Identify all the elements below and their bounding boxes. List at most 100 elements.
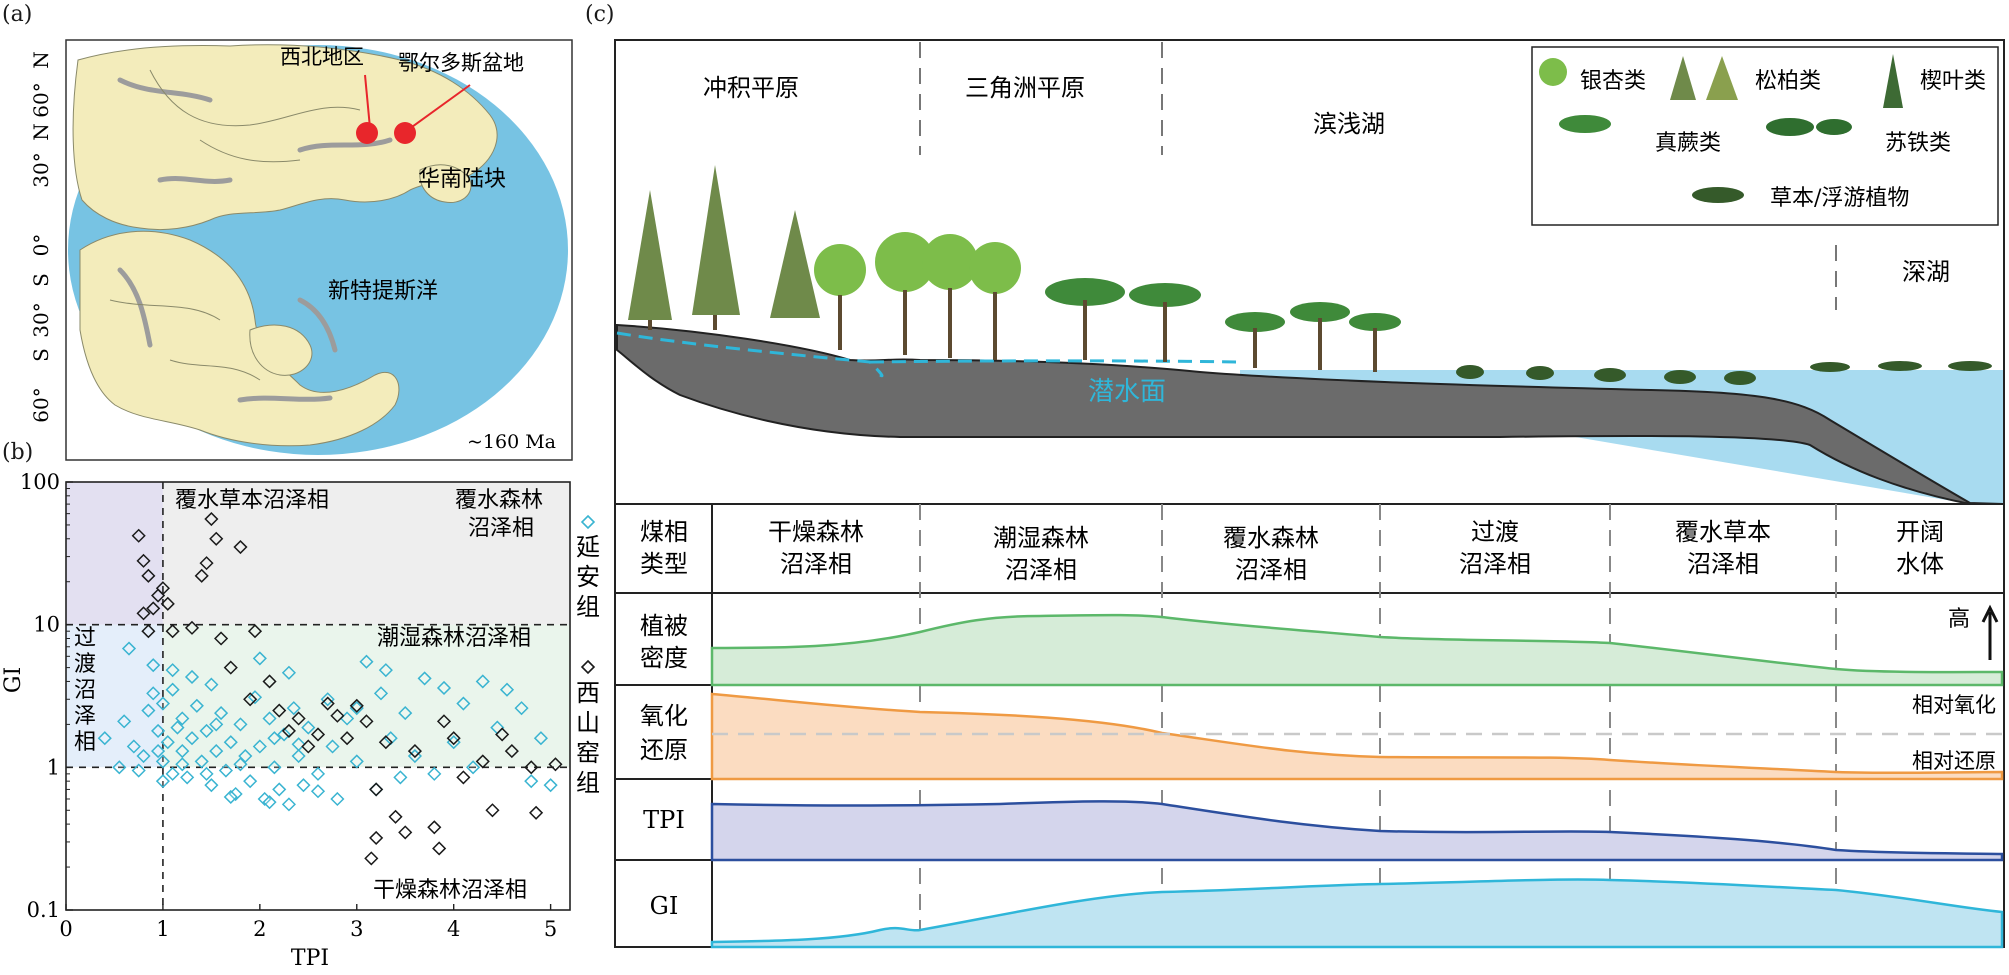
point-yanan (189, 698, 204, 713)
point-yanan (175, 757, 190, 772)
gi-curve (710, 878, 2004, 949)
y-axis-label: GI (1, 667, 26, 693)
row-header: 类型 (640, 550, 688, 578)
mountain-belts (117, 77, 393, 403)
point-xishanyao (320, 696, 335, 711)
row-header: 还原 (640, 736, 688, 764)
point-yanan (223, 789, 238, 805)
point-xishanyao (184, 620, 200, 635)
point-xishanyao (209, 531, 224, 546)
legend-marker-xishanyao (580, 659, 596, 675)
plant-legend-icons (1539, 54, 1903, 203)
point-yanan (475, 674, 490, 689)
point-yanan (359, 654, 374, 669)
panel-c-label: (c) (585, 2, 615, 27)
point-yanan (533, 731, 548, 746)
region-label-top-right: 沼泽相 (468, 516, 534, 541)
row-header: TPI (643, 806, 685, 834)
panel-a-label: (a) (2, 2, 33, 27)
ginkgo-icon (1539, 58, 1567, 86)
herb-icon (1692, 187, 1744, 203)
point-yanan (136, 748, 151, 764)
region-transitional (66, 624, 163, 768)
facies-names: 干燥森林 沼泽相 潮湿森林 沼泽相 覆水森林 沼泽相 过渡 沼泽相 覆水草本 沼… (768, 518, 1944, 584)
lat-label: 60° (29, 82, 53, 117)
point-yanan (184, 731, 200, 746)
point-yanan (277, 727, 292, 742)
point-yanan (281, 665, 296, 680)
point-yanan (199, 723, 214, 738)
facies-name: 覆水森林 (1223, 524, 1319, 552)
facies-name: 过渡 (1471, 518, 1519, 546)
point-yanan (456, 696, 471, 711)
point-yanan (349, 701, 364, 716)
y-tick-label: 100 (20, 470, 60, 494)
lat-label: 30° (29, 302, 53, 337)
lat-label: 30° (29, 152, 53, 187)
point-yanan (262, 795, 277, 810)
point-yanan (117, 714, 132, 729)
legend-marker-yanan (580, 514, 596, 530)
fern-icon (1559, 115, 1611, 133)
point-yanan (165, 766, 180, 781)
point-yanan (194, 754, 209, 769)
sediment-body (616, 323, 2004, 505)
point-yanan (499, 682, 515, 697)
point-yanan (175, 744, 190, 759)
arrow-up-icon (1981, 604, 1999, 660)
facies-name: 水体 (1896, 550, 1944, 578)
conifer-icon (1670, 56, 1696, 100)
point-yanan (151, 723, 166, 738)
point-xishanyao (141, 568, 156, 583)
point-xishanyao (272, 703, 287, 718)
y-tick-label: 0.1 (27, 898, 60, 922)
point-yanan (209, 717, 224, 732)
ginkgo-icon (814, 232, 1021, 296)
env-label-delta: 三角洲平原 (965, 74, 1085, 102)
point-xishanyao (369, 782, 384, 797)
plant-legend-labels: 银杏类 松柏类 楔叶类 真蕨类 苏铁类 草本/浮游植物 (1580, 69, 1986, 211)
point-yanan (417, 671, 432, 686)
region-label-left: 过 (74, 626, 96, 651)
point-yanan (209, 744, 224, 759)
legend-wedge: 楔叶类 (1920, 69, 1986, 94)
point-yanan (301, 720, 316, 735)
point-xishanyao (136, 606, 151, 621)
reducing-label: 相对还原 (1912, 749, 1996, 773)
laurasia-landmass (72, 44, 498, 231)
point-yanan (165, 663, 180, 678)
point-yanan (286, 701, 301, 716)
point-xishanyao (199, 556, 214, 571)
point-xishanyao (456, 770, 471, 785)
point-yanan (238, 748, 253, 764)
point-xishanyao (359, 714, 374, 729)
row-header: GI (650, 892, 679, 920)
env-label-deep-lake: 深湖 (1902, 258, 1950, 286)
y-tick-label: 10 (33, 613, 60, 637)
region-label-middle: 潮湿森林沼泽相 (377, 626, 531, 651)
high-label: 高 (1948, 607, 1970, 632)
point-yanan (155, 754, 170, 769)
point-yanan (146, 686, 161, 701)
point-yanan (427, 766, 442, 781)
facies-regions (66, 482, 570, 910)
row-header: 密度 (640, 644, 688, 672)
point-xishanyao (485, 803, 500, 818)
point-xishanyao (136, 553, 151, 568)
point-xishanyao (262, 674, 277, 689)
point-xishanyao (432, 841, 447, 856)
legend-conifer: 松柏类 (1755, 69, 1821, 94)
point-xishanyao (446, 731, 461, 746)
point-xishanyao (233, 539, 248, 555)
point-xishanyao (349, 698, 364, 713)
northwest-label: 西北地区 (280, 45, 364, 69)
south-china-label: 华南陆块 (418, 167, 506, 192)
point-xishanyao (247, 624, 263, 639)
lat-label: S (29, 348, 53, 362)
neotethys-label: 新特提斯洋 (328, 279, 438, 304)
water-table-line (616, 331, 884, 378)
facies-name: 潮湿森林 (993, 524, 1089, 552)
point-xishanyao (369, 830, 384, 845)
y-tick-label: 1 (47, 755, 60, 779)
point-yanan (378, 663, 393, 678)
